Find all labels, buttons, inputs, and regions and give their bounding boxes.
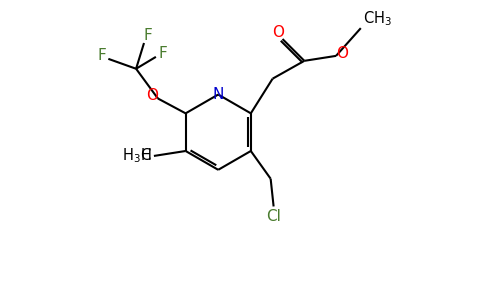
- Text: H: H: [141, 148, 152, 164]
- Text: F: F: [144, 28, 152, 43]
- Text: N: N: [212, 87, 224, 102]
- Text: O: O: [146, 88, 158, 103]
- Text: F: F: [158, 46, 167, 62]
- Text: F: F: [97, 48, 106, 63]
- Text: O: O: [336, 46, 348, 62]
- Text: Cl: Cl: [266, 209, 281, 224]
- Text: O: O: [272, 25, 285, 40]
- Text: H$_3$C: H$_3$C: [122, 147, 152, 165]
- Text: CH$_3$: CH$_3$: [363, 9, 392, 28]
